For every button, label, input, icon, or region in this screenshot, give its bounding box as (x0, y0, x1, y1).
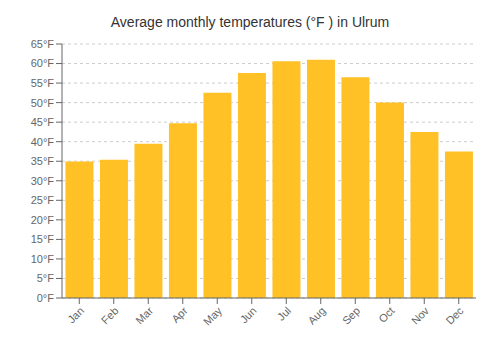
svg-text:0°F: 0°F (37, 292, 55, 304)
svg-text:40°F: 40°F (31, 136, 55, 148)
svg-text:60°F: 60°F (31, 57, 55, 69)
svg-text:Sep: Sep (340, 304, 362, 326)
svg-text:10°F: 10°F (31, 253, 55, 265)
svg-text:Jul: Jul (275, 304, 293, 322)
svg-text:Apr: Apr (169, 304, 190, 325)
svg-text:55°F: 55°F (31, 77, 55, 89)
svg-text:Nov: Nov (409, 304, 432, 327)
svg-text:Feb: Feb (99, 304, 121, 326)
svg-text:45°F: 45°F (31, 116, 55, 128)
svg-text:50°F: 50°F (31, 97, 55, 109)
svg-text:May: May (201, 304, 225, 328)
svg-text:Mar: Mar (133, 304, 155, 326)
svg-text:65°F: 65°F (31, 38, 55, 50)
svg-text:25°F: 25°F (31, 194, 55, 206)
svg-text:Oct: Oct (376, 304, 397, 325)
html-text:Average monthly temperatures (: Average monthly temperatures (°F ) in Ul… (110, 14, 390, 30)
svg-text:35°F: 35°F (31, 155, 55, 167)
svg-text:5°F: 5°F (37, 272, 55, 284)
svg-text:Aug: Aug (305, 304, 327, 326)
svg-text:Dec: Dec (443, 304, 466, 327)
svg-text:Jun: Jun (238, 304, 259, 325)
svg-text:Jan: Jan (65, 304, 86, 325)
svg-text:30°F: 30°F (31, 175, 55, 187)
svg-text:15°F: 15°F (31, 233, 55, 245)
svg-text:20°F: 20°F (31, 214, 55, 226)
